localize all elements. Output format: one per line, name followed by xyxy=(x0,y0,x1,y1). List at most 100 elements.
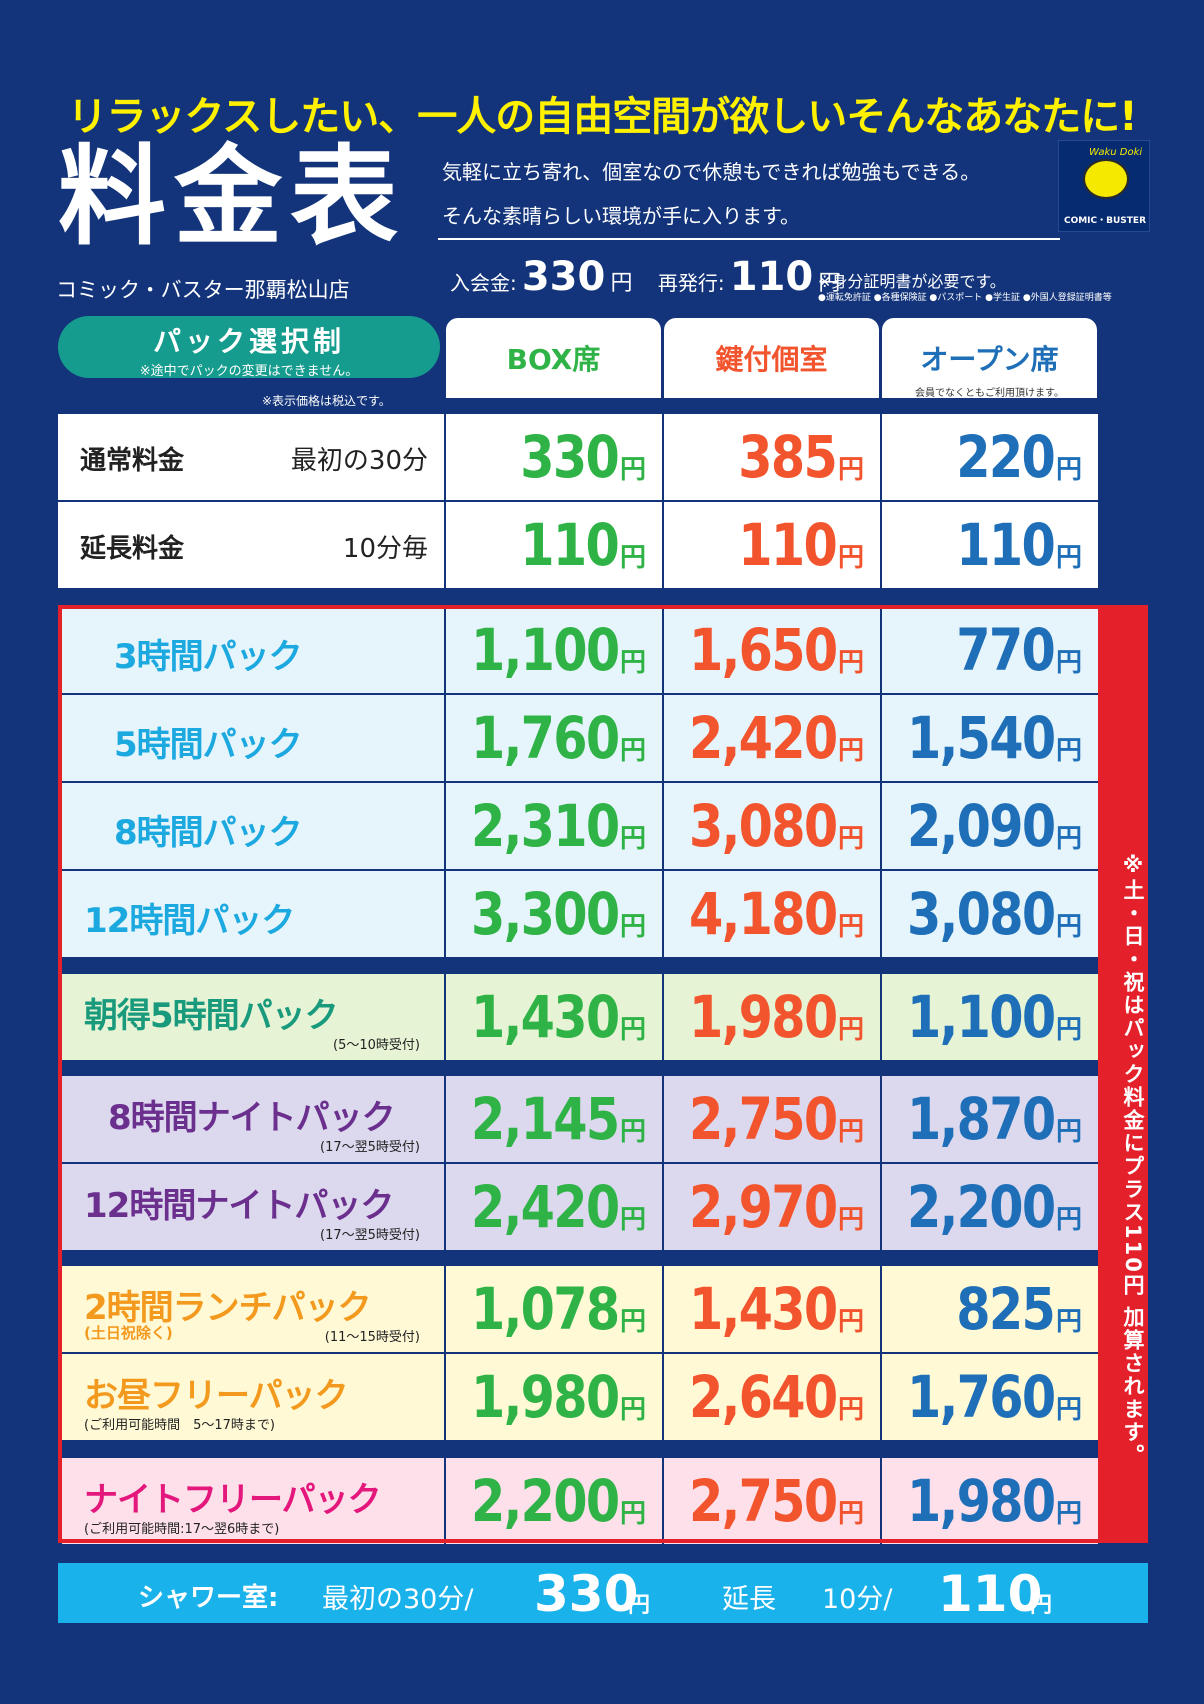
price-cell: 1,980 円 xyxy=(882,1458,1098,1544)
price-cell: 1,430 円 xyxy=(664,1266,880,1352)
logo-tagline: Waku Doki xyxy=(1089,147,1143,158)
pack-name: 朝得5時間パック xyxy=(84,996,339,1036)
pack-exclusion-note: (土日祝除く) xyxy=(84,1324,173,1342)
yen-unit: 円 xyxy=(837,1204,864,1235)
pack-row-label: お昼フリーパック (ご利用可能時間 5〜17時まで) xyxy=(62,1354,444,1440)
store-name: コミック・バスター那覇松山店 xyxy=(56,278,350,302)
pack-name: 2時間ランチパック xyxy=(84,1288,372,1328)
price-value: 2,420 xyxy=(688,704,838,772)
pack-note: (ご利用可能時間:17〜翌6時まで) xyxy=(84,1522,280,1537)
yen-unit: 円 xyxy=(837,1014,864,1045)
yen-unit: 円 xyxy=(837,1394,864,1425)
price-value: 3,080 xyxy=(906,880,1056,948)
price-cell: 2,420 円 xyxy=(446,1164,662,1250)
price-cell: 825 円 xyxy=(882,1266,1098,1352)
pack-row-label: 5時間パック xyxy=(62,695,444,781)
price-cell: 1,760 円 xyxy=(446,695,662,781)
price-cell: 770 円 xyxy=(882,607,1098,693)
price-value: 110 xyxy=(956,511,1056,579)
price-cell: 1,870 円 xyxy=(882,1076,1098,1162)
yen-unit: 円 xyxy=(1055,823,1082,854)
basic-row-sub: 最初の30分 xyxy=(290,446,428,476)
price-value: 770 xyxy=(956,616,1056,684)
tax-note: ※表示価格は税込です。 xyxy=(262,394,391,408)
price-cell: 1,100 円 xyxy=(446,607,662,693)
price-cell: 2,200 円 xyxy=(446,1458,662,1544)
yen-unit: 円 xyxy=(837,735,864,766)
yen-unit: 円 xyxy=(619,542,646,573)
pack-row-label: 12時間パック xyxy=(62,871,444,957)
price-cell: 2,750 円 xyxy=(664,1458,880,1544)
price-value: 3,300 xyxy=(470,880,620,948)
price-cell: 2,640 円 xyxy=(664,1354,880,1440)
join-fee-label: 入会金: xyxy=(450,271,517,295)
pack-name: 12時間パック xyxy=(84,901,295,941)
column-header-private: 鍵付個室 xyxy=(664,318,879,404)
price-cell: 330 円 xyxy=(446,414,662,500)
reissue-fee-label: 再発行: xyxy=(657,271,725,295)
price-value: 2,310 xyxy=(470,792,620,860)
price-cell: 1,980 円 xyxy=(664,974,880,1060)
price-value: 1,870 xyxy=(906,1085,1056,1153)
pack-row-label: 3時間パック xyxy=(62,607,444,693)
tagline: リラックスしたい、一人の自由空間が欲しいそんなあなたに! xyxy=(67,94,1137,140)
price-value: 4,180 xyxy=(688,880,838,948)
pack-row-label: 朝得5時間パック (5〜10時受付) xyxy=(62,974,444,1060)
price-cell: 110 円 xyxy=(882,502,1098,588)
price-cell: 1,760 円 xyxy=(882,1354,1098,1440)
yen-unit: 円 xyxy=(619,647,646,678)
price-cell: 1,078 円 xyxy=(446,1266,662,1352)
yen-unit: 円 xyxy=(1055,1394,1082,1425)
basic-row-name: 通常料金 xyxy=(80,446,185,476)
yen-unit: 円 xyxy=(837,823,864,854)
yen-unit: 円 xyxy=(628,1593,651,1618)
price-value: 2,750 xyxy=(688,1467,838,1535)
reissue-fee-value: 110 xyxy=(729,254,814,300)
yen-unit: 円 xyxy=(1030,1593,1053,1618)
price-value: 1,650 xyxy=(688,616,838,684)
shower-bar: シャワー室: 最初の30分/ 330 円 延長 10分/ 110 円 xyxy=(58,1563,1148,1623)
pack-note: (17〜翌5時受付) xyxy=(320,1140,420,1155)
yen-unit: 円 xyxy=(1055,1306,1082,1337)
shower-ext-label: 延長 xyxy=(722,1584,776,1615)
price-value: 1,078 xyxy=(470,1275,620,1343)
yen-unit: 円 xyxy=(837,1116,864,1147)
column-label: オープン席 xyxy=(920,343,1059,376)
column-label: BOX席 xyxy=(506,343,601,376)
price-value: 110 xyxy=(738,511,838,579)
price-cell: 220 円 xyxy=(882,414,1098,500)
price-value: 2,200 xyxy=(470,1467,620,1535)
yen-unit: 円 xyxy=(837,542,864,573)
join-fee-value: 330 xyxy=(521,254,606,300)
yen-unit: 円 xyxy=(1055,735,1082,766)
pack-name: 12時間ナイトパック xyxy=(84,1186,394,1226)
yen-unit: 円 xyxy=(619,735,646,766)
price-cell: 2,970 円 xyxy=(664,1164,880,1250)
shower-first-label: 最初の30分/ xyxy=(322,1584,474,1615)
yen-unit: 円 xyxy=(1055,1014,1082,1045)
price-value: 220 xyxy=(956,423,1056,491)
pack-row-label: 8時間パック xyxy=(62,783,444,869)
yen-unit: 円 xyxy=(1055,542,1082,573)
shower-ext-price: 110 xyxy=(938,1565,1043,1623)
price-value: 2,640 xyxy=(688,1363,838,1431)
price-value: 1,980 xyxy=(470,1363,620,1431)
pack-name: 3時間パック xyxy=(114,637,303,677)
price-value: 2,090 xyxy=(906,792,1056,860)
comic-buster-logo: Waku Doki COMIC・BUSTER xyxy=(1058,140,1150,232)
price-cell: 1,430 円 xyxy=(446,974,662,1060)
price-cell: 3,300 円 xyxy=(446,871,662,957)
description-line-2: そんな素晴らしい環境が手に入ります。 xyxy=(442,204,800,228)
yen-unit: 円 xyxy=(837,1306,864,1337)
price-cell: 385 円 xyxy=(664,414,880,500)
price-value: 330 xyxy=(520,423,620,491)
id-note: ※身分証明書が必要です。 xyxy=(818,272,1006,291)
column-label: 鍵付個室 xyxy=(715,343,828,376)
price-cell: 2,090 円 xyxy=(882,783,1098,869)
pack-selection-note: ※途中でパックの変更はできません。 xyxy=(139,364,359,379)
price-cell: 2,750 円 xyxy=(664,1076,880,1162)
yen-unit: 円 xyxy=(619,1394,646,1425)
yen-unit: 円 xyxy=(619,823,646,854)
price-cell: 1,540 円 xyxy=(882,695,1098,781)
